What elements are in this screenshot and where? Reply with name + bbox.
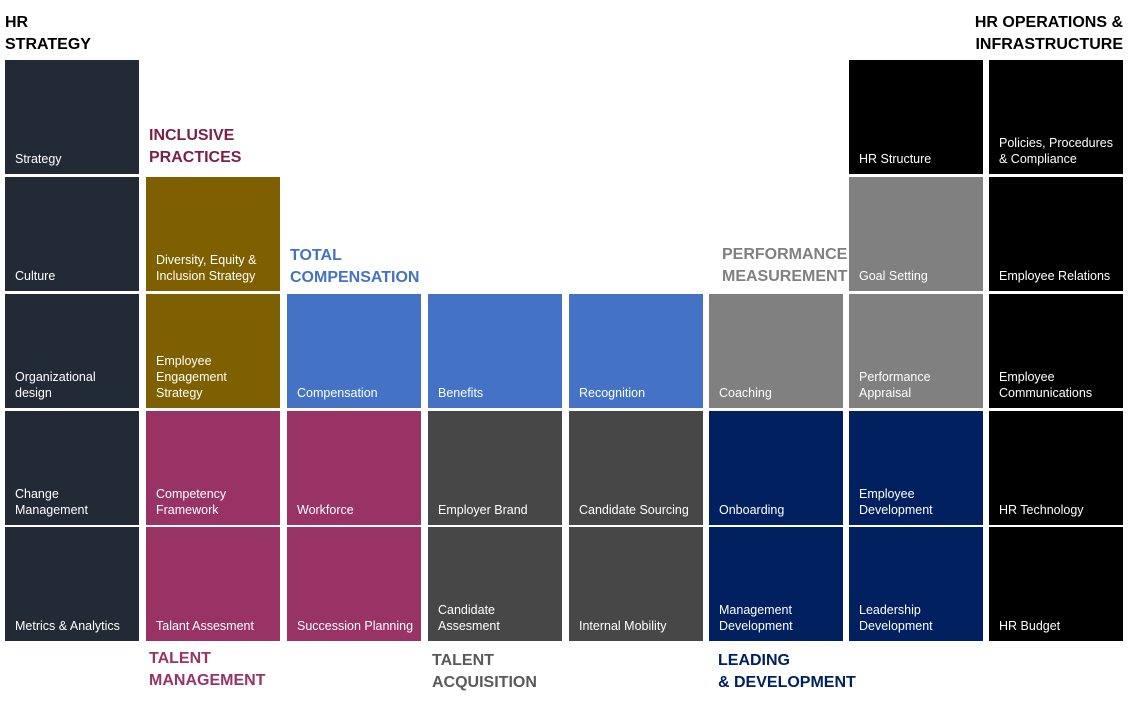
tile-compensation-label: Compensation [297,386,378,400]
tile-hr-technology-label: HR Technology [999,503,1084,517]
tile-strategy: Strategy [5,60,139,174]
tile-culture: Culture [5,177,139,291]
tile-internal-mobility: Internal Mobility [569,527,703,641]
tile-organizational-design-label: Organizational design [15,370,96,400]
tile-employee-relations-label: Employee Relations [999,269,1111,283]
header-total-compensation: TOTAL COMPENSATION [290,247,420,286]
header-hr-operations: HR OPERATIONS & INFRASTRUCTURE [974,14,1123,53]
tile-employee-communications: Employee Communications [989,294,1123,408]
tile-employee-communications-label: Employee Communications [999,370,1093,400]
header-inclusive-practices: INCLUSIVE PRACTICES [149,127,242,166]
tile-competency-framework: Competency Framework [146,411,280,525]
tile-talant-assesment-label: Talant Assesment [156,619,254,633]
tile-onboarding-label: Onboarding [719,503,785,517]
tile-hr-structure: HR Structure [849,60,983,174]
tile-onboarding: Onboarding [709,411,843,525]
tile-metrics-analytics: Metrics & Analytics [5,527,139,641]
tile-goal-setting-label: Goal Setting [859,269,928,283]
tile-employee-development: Employee Development [849,411,983,525]
header-hr-strategy: HR STRATEGY [5,14,91,53]
tile-hr-structure-label: HR Structure [859,152,932,166]
tile-workforce: Workforce [287,411,421,525]
tile-dei-strategy-label: Diversity, Equity & Inclusion Strategy [156,253,257,283]
tile-management-development: Management Development [709,527,843,641]
tile-competency-framework-label: Competency Framework [156,487,227,517]
tile-employer-brand: Employer Brand [428,411,562,525]
tile-organizational-design: Organizational design [5,294,139,408]
tile-leadership-development-label: Leadership Development [859,603,933,633]
tile-culture-label: Culture [15,269,56,283]
tile-leadership-development: Leadership Development [849,527,983,641]
tile-workforce-label: Workforce [297,503,354,517]
tile-compensation: Compensation [287,294,421,408]
tile-recognition-label: Recognition [579,386,646,400]
header-leading-development: LEADING & DEVELOPMENT [718,652,856,691]
tile-succession-planning: Succession Planning [287,527,421,641]
tile-change-management-label: Change Management [15,487,88,517]
tile-metrics-analytics-label: Metrics & Analytics [15,619,120,633]
tile-performance-appraisal-label: Performance Appraisal [859,370,931,400]
tile-candidate-assesment: Candidate Assesment [428,527,562,641]
tile-hr-technology: HR Technology [989,411,1123,525]
tile-talant-assesment: Talant Assesment [146,527,280,641]
tile-change-management: Change Management [5,411,139,525]
tile-employee-relations: Employee Relations [989,177,1123,291]
tile-hr-budget-label: HR Budget [999,619,1061,633]
tile-employer-brand-label: Employer Brand [438,503,528,517]
tile-performance-appraisal: Performance Appraisal [849,294,983,408]
tile-employee-development-label: Employee Development [859,487,933,517]
tile-goal-setting: Goal Setting [849,177,983,291]
tile-management-development-label: Management Development [719,603,793,633]
tile-dei-strategy: Diversity, Equity & Inclusion Strategy [146,177,280,291]
tile-benefits-label: Benefits [438,386,484,400]
tile-candidate-assesment-label: Candidate Assesment [438,603,500,633]
tile-succession-planning-label: Succession Planning [297,619,414,633]
tile-internal-mobility-label: Internal Mobility [579,619,667,633]
tile-candidate-sourcing: Candidate Sourcing [569,411,703,525]
tile-recognition: Recognition [569,294,703,408]
tile-coaching: Coaching [709,294,843,408]
header-talent-acquisition: TALENT ACQUISITION [432,652,537,691]
tile-employee-engagement: Employee Engagement Strategy [146,294,280,408]
tile-coaching-label: Coaching [719,386,772,400]
tile-hr-budget: HR Budget [989,527,1123,641]
tile-benefits: Benefits [428,294,562,408]
tile-strategy-label: Strategy [15,152,62,166]
tile-policies-procedures-label: Policies, Procedures & Compliance [999,136,1113,166]
tile-candidate-sourcing-label: Candidate Sourcing [579,503,689,517]
header-talent-management: TALENT MANAGEMENT [149,650,266,689]
tile-employee-engagement-label: Employee Engagement Strategy [156,354,227,400]
header-performance-measurement: PERFORMANCE MEASUREMENT [722,246,848,285]
tile-policies-procedures: Policies, Procedures & Compliance [989,60,1123,174]
